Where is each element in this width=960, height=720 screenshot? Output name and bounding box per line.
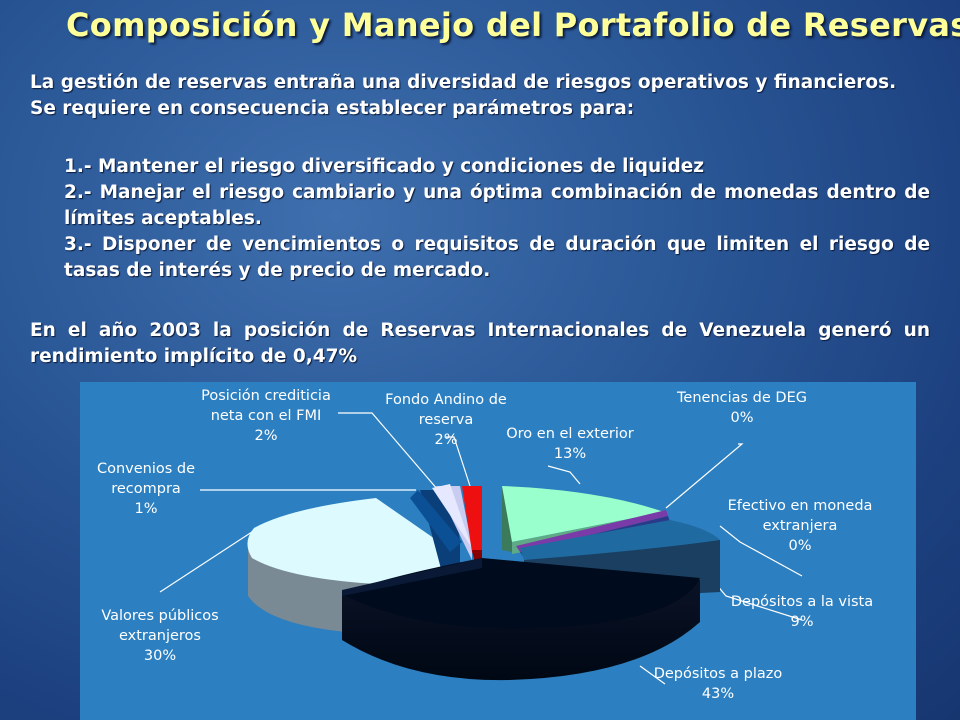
label-plazo-line-1: Depósitos a plazo [654, 666, 783, 682]
pie-chart: Posición crediticia neta con el FMI 2% F… [80, 382, 916, 720]
label-convenios: Convenios de recompra 1% [97, 461, 195, 517]
label-fmi-pct: 2% [254, 428, 277, 444]
slice-fmi [432, 484, 472, 560]
point-2: 2.- Manejar el riesgo cambiario y una óp… [64, 182, 930, 229]
label-efectivo: Efectivo en moneda extranjera 0% [728, 498, 873, 554]
points-list: 1.- Mantener el riesgo diversificado y c… [30, 154, 930, 284]
label-vista: Depósitos a la vista 9% [731, 594, 873, 630]
label-efectivo-line-1: Efectivo en moneda [728, 498, 873, 514]
label-deg-pct: 0% [730, 410, 753, 426]
label-fondo-pct: 2% [434, 432, 457, 448]
label-valores-line-1: Valores públicos [101, 608, 218, 624]
intro-line-2: Se requiere en consecuencia establecer p… [30, 98, 635, 119]
label-oro-line-1: Oro en el exterior [506, 426, 634, 442]
point-3: 3.- Disponer de vencimientos o requisito… [64, 234, 930, 281]
label-valores-line-2: extranjeros [119, 628, 201, 644]
page-title: Composición y Manejo del Portafolio de R… [66, 6, 960, 44]
label-vista-line-1: Depósitos a la vista [731, 594, 873, 610]
label-fondo-line-2: reserva [419, 412, 473, 428]
point-1: 1.- Mantener el riesgo diversificado y c… [64, 156, 705, 177]
label-fmi: Posición crediticia neta con el FMI 2% [201, 388, 331, 444]
conclusion-text: En el año 2003 la posición de Reservas I… [30, 318, 930, 370]
label-convenios-line-2: recompra [111, 481, 181, 497]
label-deg: Tenencias de DEG 0% [676, 390, 807, 426]
label-fondo-andino: Fondo Andino de reserva 2% [385, 392, 507, 448]
label-efectivo-pct: 0% [788, 538, 811, 554]
label-valores-pct: 30% [144, 648, 176, 664]
label-vista-pct: 9% [790, 614, 813, 630]
label-fmi-line-2: neta con el FMI [211, 408, 322, 424]
intro-text: La gestión de reservas entraña una diver… [30, 70, 930, 122]
label-fmi-line-1: Posición crediticia [201, 388, 331, 404]
label-oro-pct: 13% [554, 446, 586, 462]
label-convenios-line-1: Convenios de [97, 461, 195, 477]
pie-chart-svg: Posición crediticia neta con el FMI 2% F… [97, 388, 873, 702]
label-plazo-pct: 43% [702, 686, 734, 702]
label-fondo-line-1: Fondo Andino de [385, 392, 507, 408]
slice-depositos-plazo [342, 558, 700, 681]
label-valores: Valores públicos extranjeros 30% [101, 608, 218, 664]
label-convenios-pct: 1% [134, 501, 157, 517]
label-efectivo-line-2: extranjera [763, 518, 838, 534]
label-plazo: Depósitos a plazo 43% [654, 666, 783, 702]
label-deg-line-1: Tenencias de DEG [676, 390, 807, 406]
label-oro: Oro en el exterior 13% [506, 426, 634, 462]
intro-line-1: La gestión de reservas entraña una diver… [30, 72, 897, 93]
conclusion: En el año 2003 la posición de Reservas I… [30, 320, 930, 367]
